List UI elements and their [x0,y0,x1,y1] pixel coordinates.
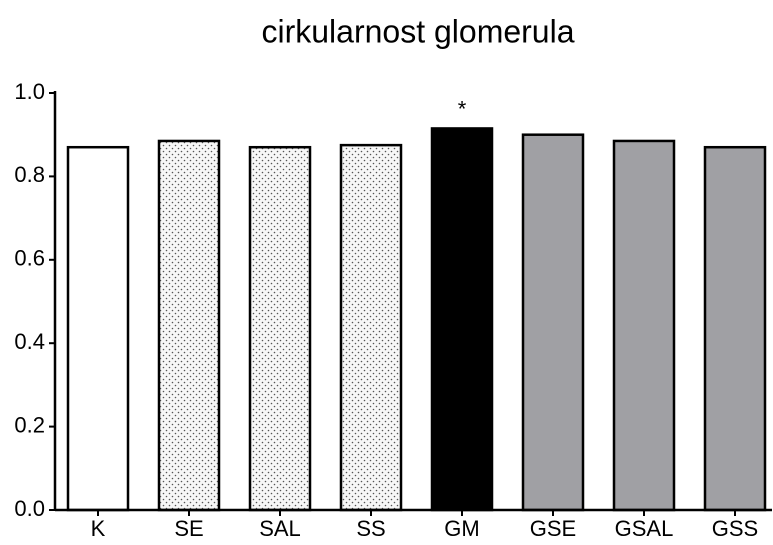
chart-title: cirkularnost glomerula [261,13,574,49]
bar [430,127,494,512]
bar [157,139,221,512]
x-tick-label: SAL [259,516,301,541]
bar [612,139,676,512]
bar [248,145,312,512]
y-tick-label: 0.0 [14,496,45,521]
x-tick-label: GSS [712,516,758,541]
y-tick-label: 0.6 [14,246,45,271]
x-tick-label: GM [444,516,479,541]
y-tick-label: 1.0 [14,79,45,104]
y-tick-label: 0.8 [14,162,45,187]
bar [339,143,403,512]
x-tick-label: SE [174,516,203,541]
y-tick-label: 0.2 [14,412,45,437]
x-tick-label: GSE [530,516,576,541]
bar [66,145,130,512]
x-tick-label: GSAL [615,516,674,541]
y-tick-label: 0.4 [14,329,45,354]
bar [521,133,585,512]
x-tick-label: SS [356,516,385,541]
bar [703,145,767,512]
annotation: * [458,96,467,121]
x-tick-label: K [91,516,106,541]
